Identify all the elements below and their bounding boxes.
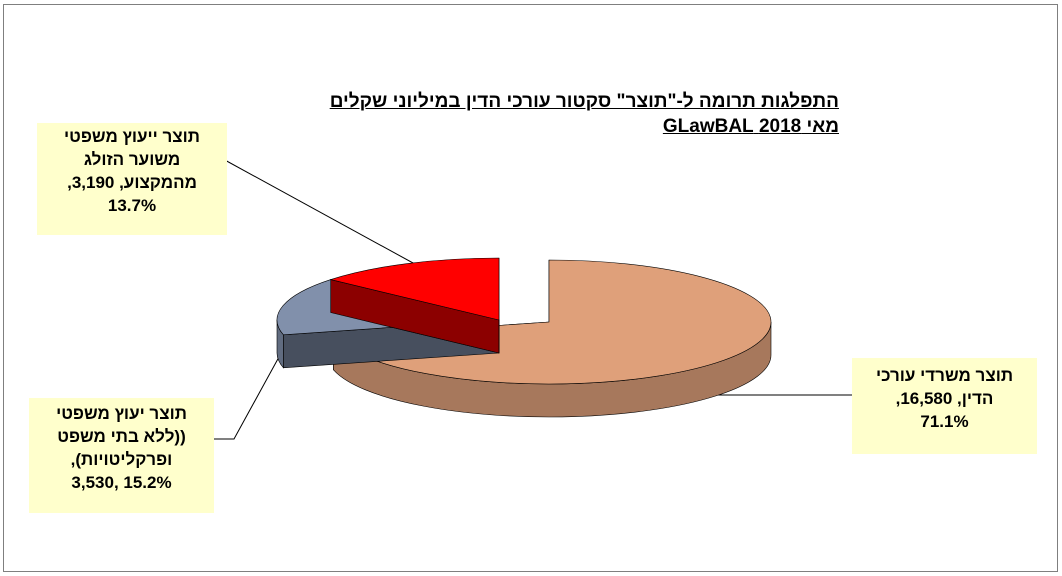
data-label-line: ((ללא בתי משפט <box>57 427 186 446</box>
data-label-line: 71.1% <box>920 412 969 431</box>
data-label-law-firms: תוצר משרדי עורכי הדין, 16,580, 71.1% <box>852 358 1037 454</box>
chart-subtitle: מאי 2018 GLawBAL <box>662 116 839 137</box>
leader-line-leaking-advice <box>222 158 425 270</box>
data-label-line: משוער הזולג <box>83 150 181 169</box>
pie-chart-3d <box>214 158 852 440</box>
data-label-leaking-advice: תוצר ייעוץ משפטי משוער הזולג מהמקצוע, 3,… <box>37 123 227 235</box>
data-label-line: ופרקליטויות), <box>70 450 173 469</box>
data-label-line: מהמקצוע, 3,190, <box>67 173 197 192</box>
slice-leaking-advice-top <box>329 257 500 321</box>
chart-title: התפלגות תרומה ל-"תוצר" סקטור עורכי הדין … <box>329 91 839 112</box>
data-label-legal-consulting: תוצר יעוץ משפטי ((ללא בתי משפט ופרקליטוי… <box>29 398 214 513</box>
slice-leaking-advice <box>329 257 500 354</box>
data-label-line: תוצר משרדי עורכי <box>875 366 1014 385</box>
pie-slices <box>276 257 772 418</box>
data-label-line: 15.2% ,3,530 <box>71 473 172 492</box>
data-label-line: 13.7% <box>107 196 157 215</box>
data-label-line: תוצר ייעוץ משפטי <box>64 127 200 146</box>
data-label-line: הדין, 16,580, <box>895 389 994 408</box>
data-label-line: תוצר יעוץ משפטי <box>56 404 187 423</box>
chart-area: התפלגות תרומה ל-"תוצר" סקטור עורכי הדין … <box>3 4 1058 572</box>
